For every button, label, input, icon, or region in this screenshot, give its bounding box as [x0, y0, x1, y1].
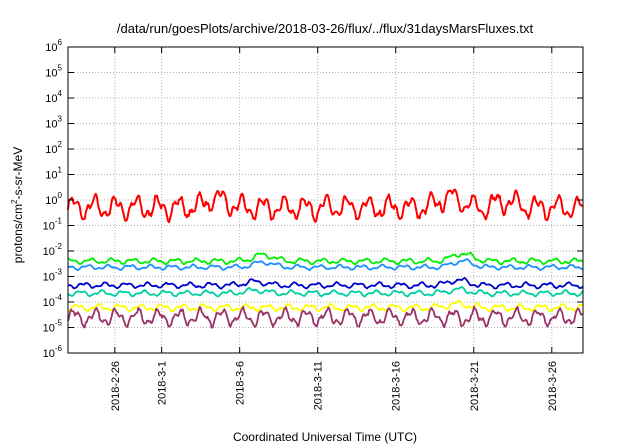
y-tick-label: 106: [45, 38, 62, 54]
series-line: [67, 277, 584, 290]
x-tick-label: 2018-3-1: [157, 361, 169, 405]
y-tick-label: 101: [45, 166, 62, 182]
series-line: [67, 305, 583, 329]
y-tick-label: 102: [45, 140, 62, 156]
series-line: [67, 258, 584, 272]
x-tick-label: 2018-3-16: [391, 361, 403, 411]
series-line: [67, 286, 584, 298]
y-tick-label: 10-4: [43, 293, 63, 309]
chart-title: /data/run/goesPlots/archive/2018-03-26/f…: [117, 21, 534, 36]
y-tick-label: 105: [45, 64, 62, 80]
x-tick-label: 2018-2-26: [110, 361, 122, 411]
x-tick-label: 2018-3-26: [547, 361, 559, 411]
x-tick-label: 2018-3-21: [469, 361, 481, 411]
x-tick-labels: 2018-2-26 2018-3-1 2018-3-6 2018-3-11 2018-3…: [110, 361, 559, 411]
x-tick-label: 2018-3-6: [235, 361, 247, 405]
series-line: [67, 188, 584, 224]
x-axis-label: Coordinated Universal Time (UTC): [233, 430, 417, 444]
y-tick-label: 10-6: [43, 344, 63, 360]
y-tick-label: 100: [45, 191, 62, 207]
series-line: [67, 299, 584, 313]
y-tick-label: 10-2: [43, 242, 63, 258]
y-tick-label: 103: [45, 115, 62, 131]
y-tick-label: 104: [45, 89, 62, 105]
y-axis-label: protons/cm2-s-sr-MeV: [10, 147, 25, 263]
x-tick-label: 2018-3-11: [313, 361, 325, 410]
y-tick-label: 10-3: [43, 268, 63, 284]
series-group: [67, 188, 584, 329]
series-line: [67, 251, 584, 266]
y-tick-label: 10-5: [43, 319, 63, 335]
y-tick-label: 10-1: [43, 217, 63, 233]
grid-lines: [68, 47, 583, 353]
y-tick-labels: 10-6 10-5 10-4 10-3 10-2 10-1 100 101 102 103 104 1…: [43, 38, 63, 360]
plot-frame: [67, 46, 584, 354]
